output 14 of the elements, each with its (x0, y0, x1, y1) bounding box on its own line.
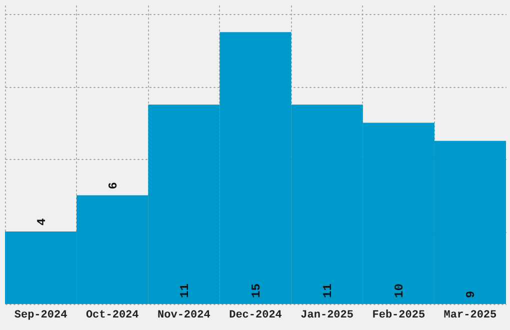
x-tick-label: Nov-2024 (158, 310, 211, 322)
x-tick-label: Feb-2025 (372, 310, 426, 322)
data-label: 4 (34, 218, 49, 226)
x-tick-label: Dec-2024 (229, 310, 282, 322)
x-tick-label: Mar-2025 (444, 310, 498, 322)
data-label: 11 (178, 284, 192, 298)
data-label: 6 (106, 182, 120, 190)
x-tick-label: Oct-2024 (86, 310, 140, 322)
data-label: 11 (321, 284, 336, 298)
data-label: 9 (464, 290, 478, 298)
data-label: 15 (250, 284, 264, 298)
x-tick-label: Sep-2024 (14, 310, 68, 322)
x-tick-label: Jan-2025 (300, 310, 354, 322)
data-label: 10 (392, 284, 407, 298)
